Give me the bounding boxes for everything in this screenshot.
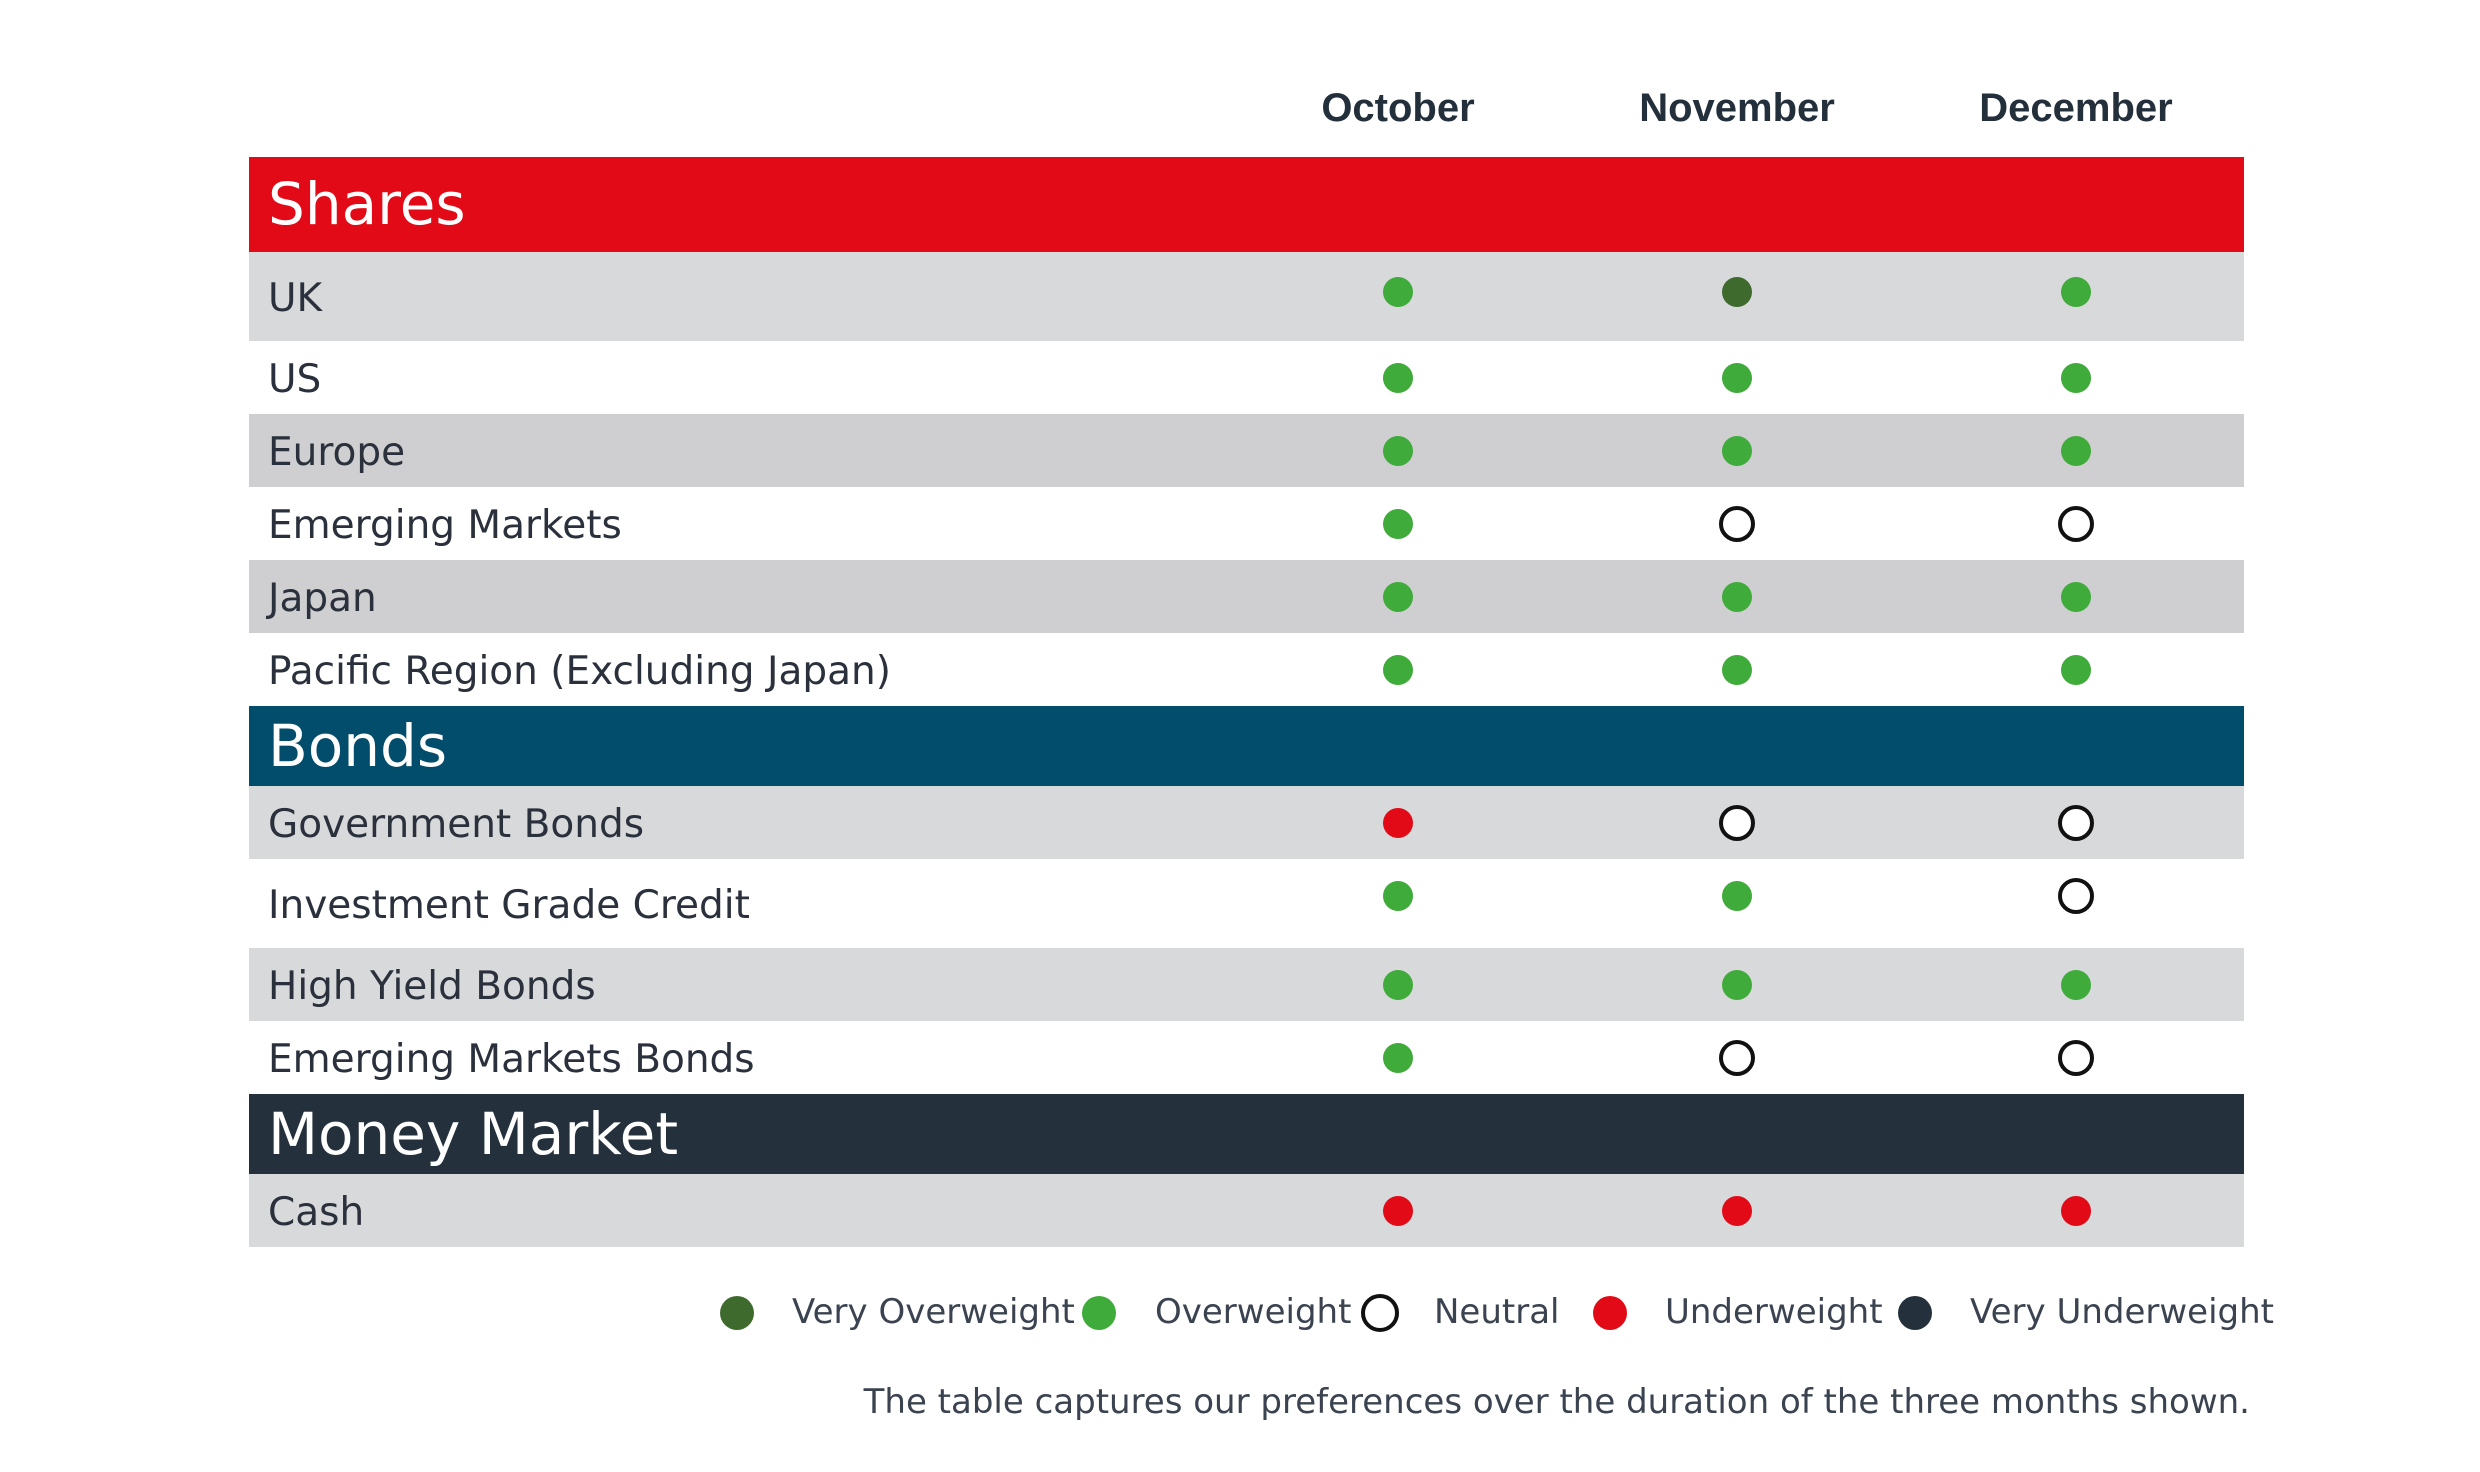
table-row: Government Bonds [249, 786, 2244, 859]
rating-dot-underweight [1383, 807, 1413, 838]
rating-dot-neutral [2058, 1039, 2094, 1076]
table-row: UK [249, 252, 2244, 341]
rating-dot-overweight [2061, 969, 2091, 1000]
rating-dot-underweight [1722, 1195, 1752, 1226]
legend-dot-underweight [1593, 1296, 1627, 1330]
legend-label-overweight: Overweight [1155, 1292, 1352, 1332]
month-header-0: October [1321, 86, 1475, 130]
legend-dot-overweight [1082, 1296, 1116, 1330]
rating-dot-overweight [2061, 362, 2091, 393]
legend-label-very-underweight: Very Underweight [1970, 1292, 2274, 1332]
row-label: Japan [268, 575, 377, 621]
table-note: The table captures our preferences over … [863, 1382, 2250, 1422]
rating-dot-neutral [2058, 505, 2094, 542]
row-label: US [268, 356, 322, 402]
rating-dot-underweight [2061, 1195, 2091, 1226]
table-row: Japan [249, 560, 2244, 633]
table-row: Cash [249, 1174, 2244, 1247]
rating-dot-neutral [1719, 505, 1755, 542]
table-row: Emerging Markets Bonds [249, 1021, 2244, 1094]
rating-dot-overweight [2061, 435, 2091, 466]
rating-dot-neutral [2058, 804, 2094, 841]
rating-dot-overweight [1722, 654, 1752, 685]
section-header-2: Money Market [249, 1094, 2244, 1174]
table-row: High Yield Bonds [249, 948, 2244, 1021]
month-header: October November December [0, 86, 2480, 146]
row-label: High Yield Bonds [268, 963, 596, 1009]
section-header-0: Shares [249, 157, 2244, 252]
rating-dot-overweight [1722, 581, 1752, 612]
row-label: Investment Grade Credit [268, 882, 750, 928]
legend-label-underweight: Underweight [1665, 1292, 1883, 1332]
rating-dot-underweight [1383, 1195, 1413, 1226]
row-label: Government Bonds [268, 801, 645, 847]
rating-dot-overweight [1383, 969, 1413, 1000]
rating-dot-neutral [1719, 1039, 1755, 1076]
rating-dot-overweight [1383, 276, 1413, 307]
table-row: Pacific Region (Excluding Japan) [249, 633, 2244, 706]
row-label: Pacific Region (Excluding Japan) [268, 648, 891, 694]
rating-dot-overweight [1722, 880, 1752, 911]
legend-dot-very-underweight [1898, 1296, 1932, 1330]
rating-dot-very-overweight [1722, 276, 1752, 307]
section-header-1: Bonds [249, 706, 2244, 786]
rating-dot-overweight [1383, 508, 1413, 539]
legend-label-neutral: Neutral [1434, 1292, 1560, 1332]
rating-dot-neutral [1719, 804, 1755, 841]
row-label: UK [268, 275, 323, 321]
legend-dot-neutral [1361, 1294, 1399, 1332]
legend-label-very-overweight: Very Overweight [792, 1292, 1075, 1332]
table-row: Europe [249, 414, 2244, 487]
rating-dot-overweight [1383, 435, 1413, 466]
rating-dot-overweight [1383, 880, 1413, 911]
table-row: Emerging Markets [249, 487, 2244, 560]
allocation-table: Shares UK US Europe Emerging Markets Japan Pac… [249, 157, 2244, 1247]
month-header-1: November [1639, 86, 1835, 130]
legend-dot-very-overweight [720, 1296, 754, 1330]
table-row: US [249, 341, 2244, 414]
rating-dot-overweight [1383, 362, 1413, 393]
rating-dot-overweight [2061, 654, 2091, 685]
rating-dot-overweight [1383, 581, 1413, 612]
row-label: Cash [268, 1189, 365, 1235]
rating-dot-neutral [2058, 877, 2094, 914]
rating-dot-overweight [1722, 362, 1752, 393]
legend: Very Overweight Overweight Neutral Underwei… [0, 1292, 2480, 1346]
month-header-2: December [1979, 86, 2173, 130]
row-label: Emerging Markets Bonds [268, 1036, 755, 1082]
rating-dot-overweight [2061, 581, 2091, 612]
rating-dot-overweight [2061, 276, 2091, 307]
table-row: Investment Grade Credit [249, 859, 2244, 948]
rating-dot-overweight [1722, 969, 1752, 1000]
rating-dot-overweight [1383, 1042, 1413, 1073]
row-label: Europe [268, 429, 406, 475]
row-label: Emerging Markets [268, 502, 622, 548]
rating-dot-overweight [1383, 654, 1413, 685]
rating-dot-overweight [1722, 435, 1752, 466]
